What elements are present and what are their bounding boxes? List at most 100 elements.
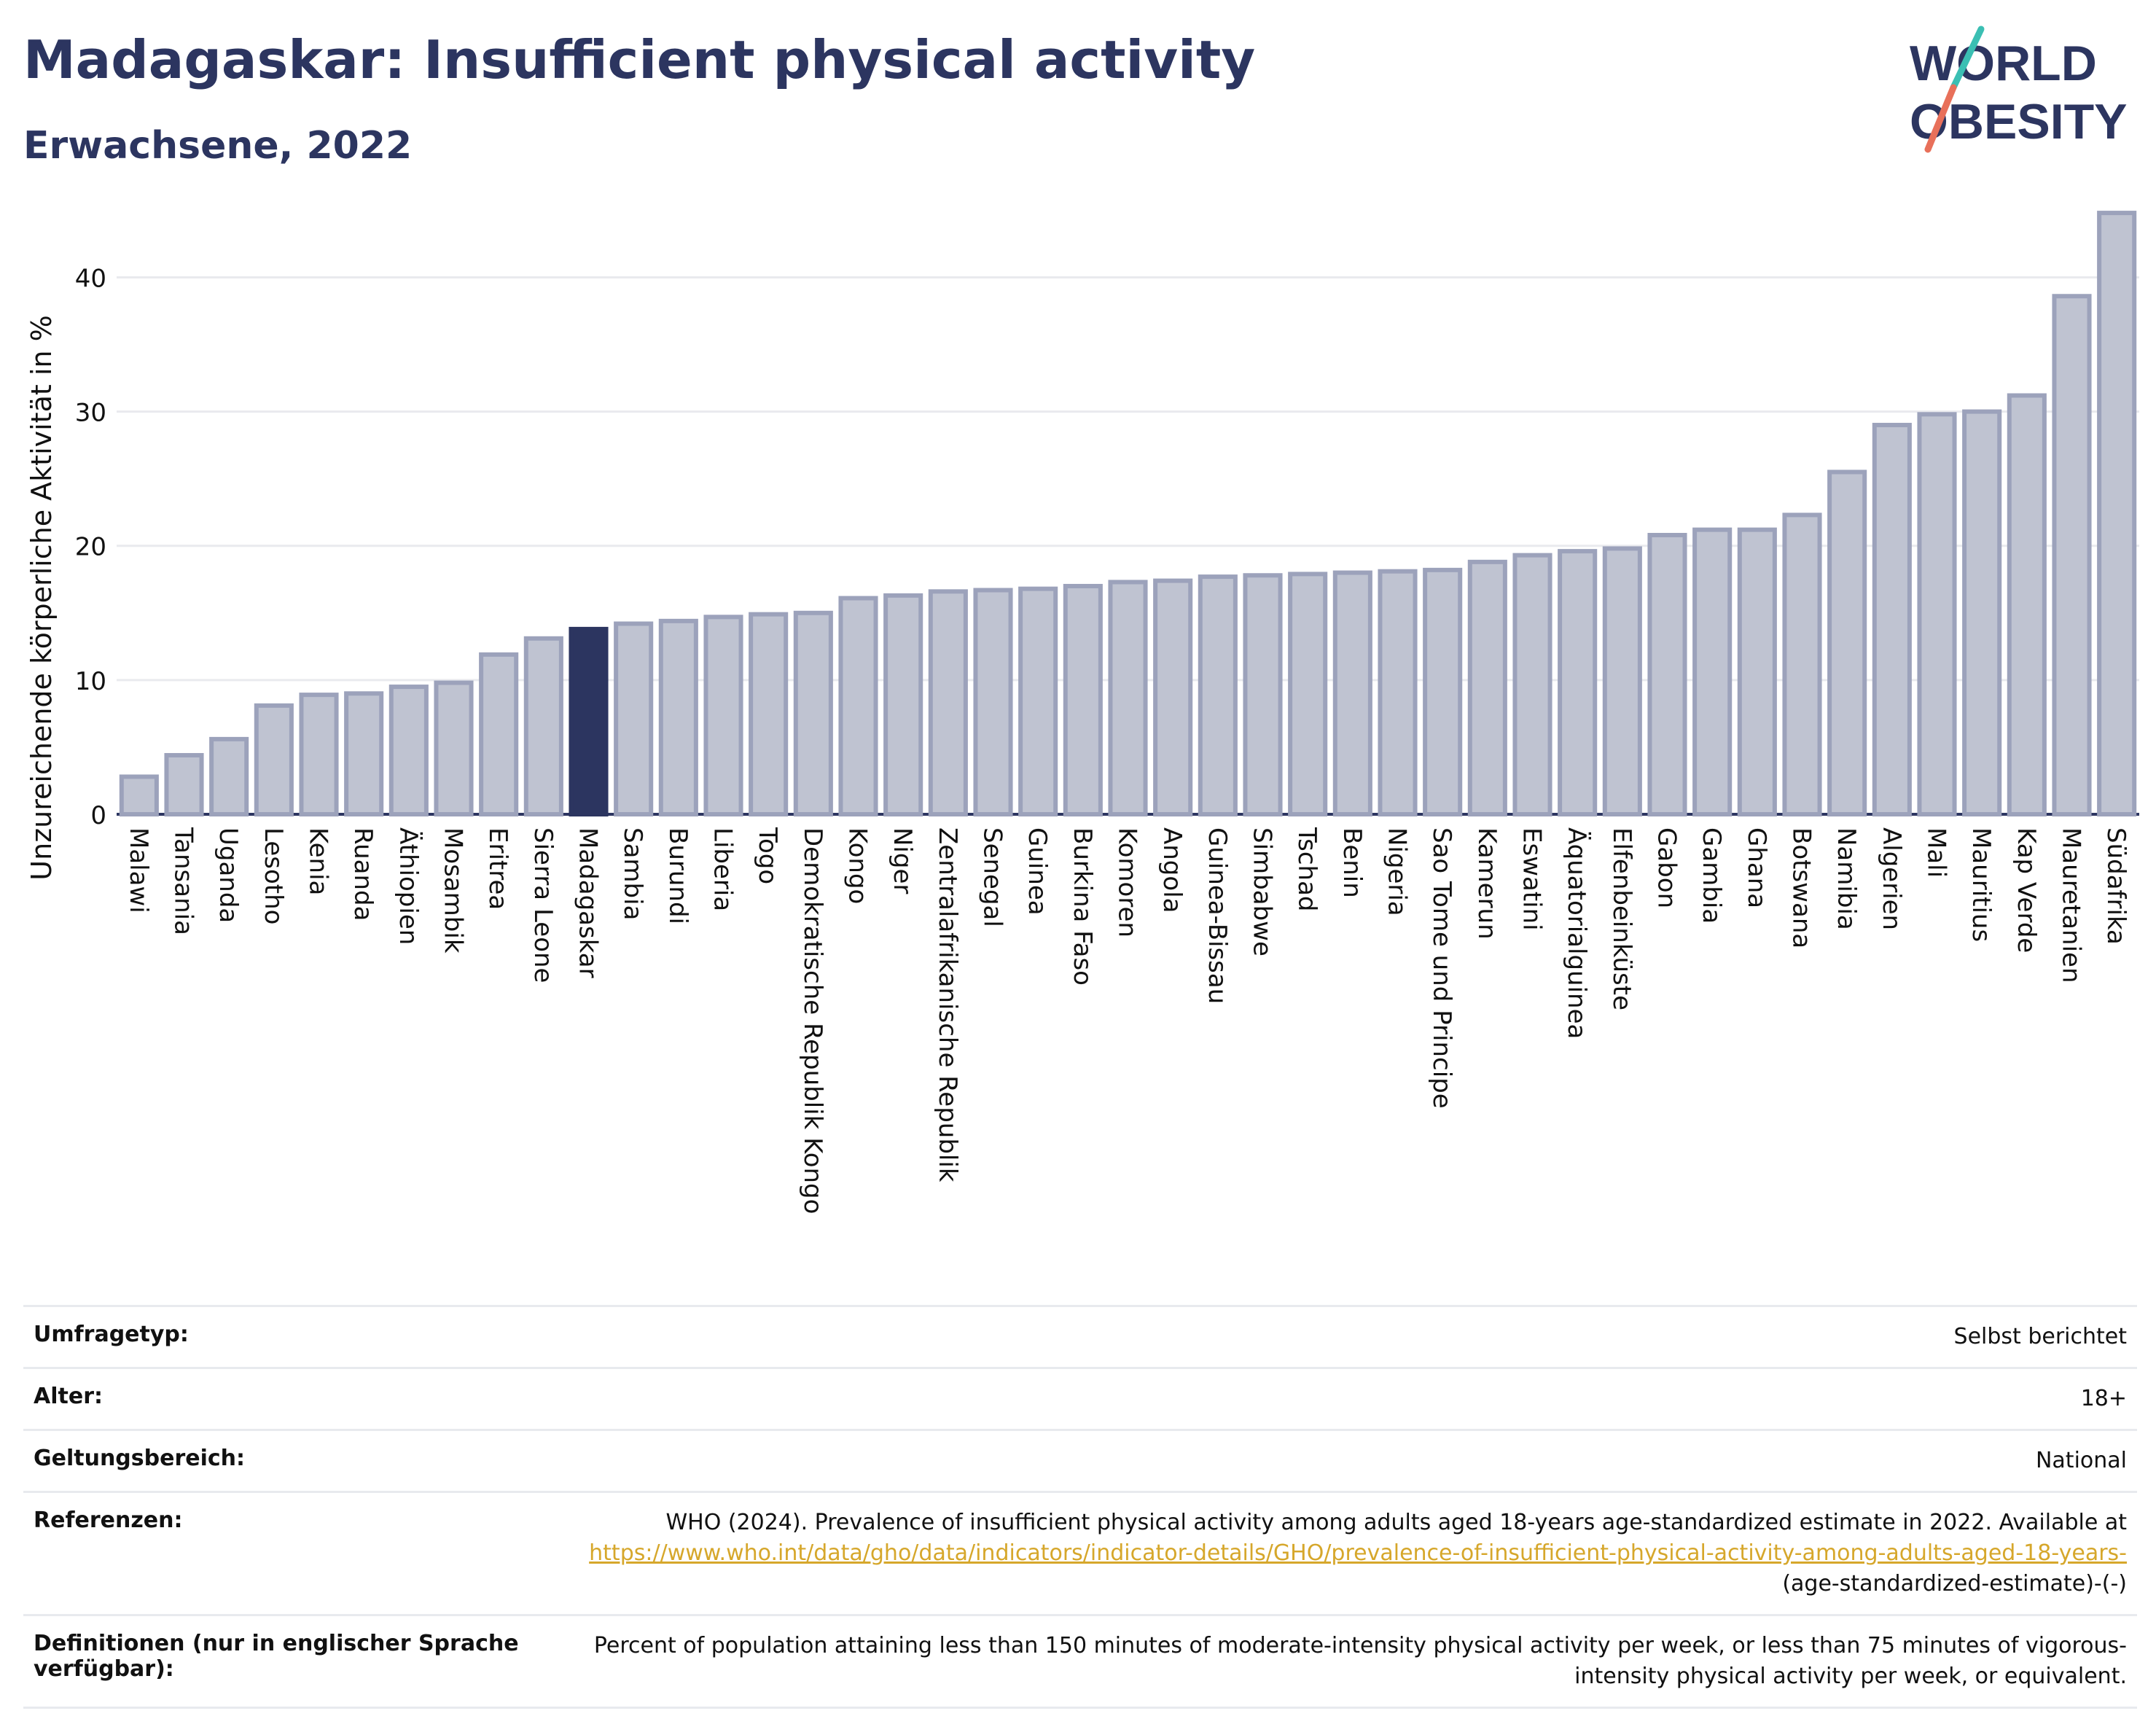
bar [749,612,789,816]
bar [1467,559,1507,816]
x-tick-label: Kongo [843,827,872,904]
bar [703,615,743,816]
x-tick-label: Äquatorialguinea [1562,827,1591,1039]
x-tick-label: Sao Tome und Principe [1427,827,1456,1109]
chart-title: Madagaskar: Insufficient physical activi… [23,29,1256,90]
bars [119,211,2137,817]
bar [1558,549,1598,816]
x-tick-label: Tansania [169,827,198,935]
x-tick-label: Tschad [1292,827,1321,912]
x-tick-label: Uganda [214,827,243,923]
bar [2097,211,2137,817]
y-axis-label: Unzureichende körperliche Aktivität in % [26,315,58,880]
references-suffix: (age-standardized-estimate)-(-) [1782,1571,2127,1596]
x-tick-label: Mauretanien [2057,827,2086,983]
bar [523,636,563,816]
bar [1602,546,1642,816]
bar [1782,512,1822,816]
meta-label: Referenzen: [23,1491,569,1615]
bar [119,774,159,817]
x-tick-label: Sierra Leone [528,827,558,983]
bar [344,691,384,816]
x-tick-label: Guinea-Bissau [1203,827,1232,1004]
bar [1917,412,1957,816]
bar [614,621,654,816]
bar [1288,572,1328,816]
x-tick-label: Mali [1922,827,1951,878]
meta-row-scope: Geltungsbereich: National [23,1429,2137,1492]
metadata-table: Umfragetyp: Selbst berichtet Alter: 18+ … [23,1305,2137,1709]
meta-row-references: Referenzen: WHO (2024). Prevalence of in… [23,1491,2137,1615]
x-tick-label: Zentralafrikanische Republik [933,827,962,1182]
bar [1378,569,1418,817]
x-tick-label: Benin [1337,827,1367,898]
x-tick-label: Kamerun [1472,827,1501,940]
x-tick-label: Namibia [1832,827,1861,930]
y-tick-labels: 0 10 20 30 40 [75,264,106,830]
meta-label: Alter: [23,1367,569,1430]
meta-row-definitions: Definitionen (nur in englischer Sprache … [23,1614,2137,1709]
x-tick-label: Gambia [1697,827,1726,924]
bar [1018,586,1058,817]
world-obesity-logo: WORLD OBESITY [1910,26,2128,153]
bar [973,588,1013,817]
x-tick-label: Südafrika [2101,827,2130,945]
meta-row-survey-type: Umfragetyp: Selbst berichtet [23,1305,2137,1368]
bar [1153,578,1193,816]
x-tick-label: Kap Verde [2012,827,2041,953]
meta-label: Umfragetyp: [23,1305,569,1368]
references-link[interactable]: https://www.who.int/data/gho/data/indica… [589,1540,2127,1566]
bar [164,752,204,816]
x-tick-label: Guinea [1023,827,1052,916]
references-text: WHO (2024). Prevalence of insufficient p… [665,1510,2127,1535]
x-tick-label: Sambia [618,827,647,920]
bar [1198,574,1238,816]
meta-row-age: Alter: 18+ [23,1367,2137,1430]
meta-label: Geltungsbereich: [23,1429,569,1492]
x-tick-label: Algerien [1877,827,1906,930]
bar [388,685,429,817]
x-tick-label: Niger [888,827,917,894]
logo-text-line1: WORLD [1910,36,2097,91]
y-tick-label: 0 [90,801,106,830]
x-tick-label: Demokratische Republik Kongo [798,827,827,1214]
bar [1692,527,1733,816]
bar [838,596,878,816]
x-tick-label: Senegal [978,827,1007,927]
x-tick-labels: Malawi Tansania Uganda Lesotho Kenia Ruanda Ät… [124,827,2130,1214]
x-tick-label: Burundi [663,827,692,924]
bar [1737,527,1777,816]
bar [1423,567,1463,817]
bar [928,589,968,817]
x-tick-label: Gabon [1652,827,1682,908]
x-tick-label: Madagaskar [574,827,603,978]
chart-subtitle: Erwachsene, 2022 [23,124,413,168]
bar [299,693,339,816]
meta-value: Selbst berichtet [569,1305,2137,1368]
bar [793,610,833,816]
x-tick-label: Elfenbeinküste [1607,827,1636,1010]
x-tick-label: Ghana [1742,827,1771,908]
x-tick-label: Nigeria [1383,827,1412,916]
bar [1872,423,1912,816]
bar [2007,393,2047,816]
x-tick-label: Kenia [304,827,333,895]
meta-label: Definitionen (nur in englischer Sprache … [23,1614,569,1709]
bar [1827,469,1867,816]
meta-value: 18+ [569,1367,2137,1430]
bar [479,652,519,816]
x-tick-label: Burkina Faso [1068,827,1097,986]
bar [1647,533,1687,816]
references-value: WHO (2024). Prevalence of insufficient p… [569,1491,2137,1615]
x-tick-label: Mauritius [1966,827,1996,942]
x-tick-label: Mosambik [439,827,468,954]
y-tick-label: 40 [75,264,106,293]
bar [1243,573,1283,816]
bar [2052,294,2092,816]
x-tick-label: Simbabwe [1248,827,1277,956]
x-tick-label: Liberia [708,827,738,911]
logo-slash-bottom [1924,84,1957,153]
bar [209,736,249,817]
y-tick-label: 10 [75,667,106,696]
x-tick-label: Eritrea [483,827,512,910]
